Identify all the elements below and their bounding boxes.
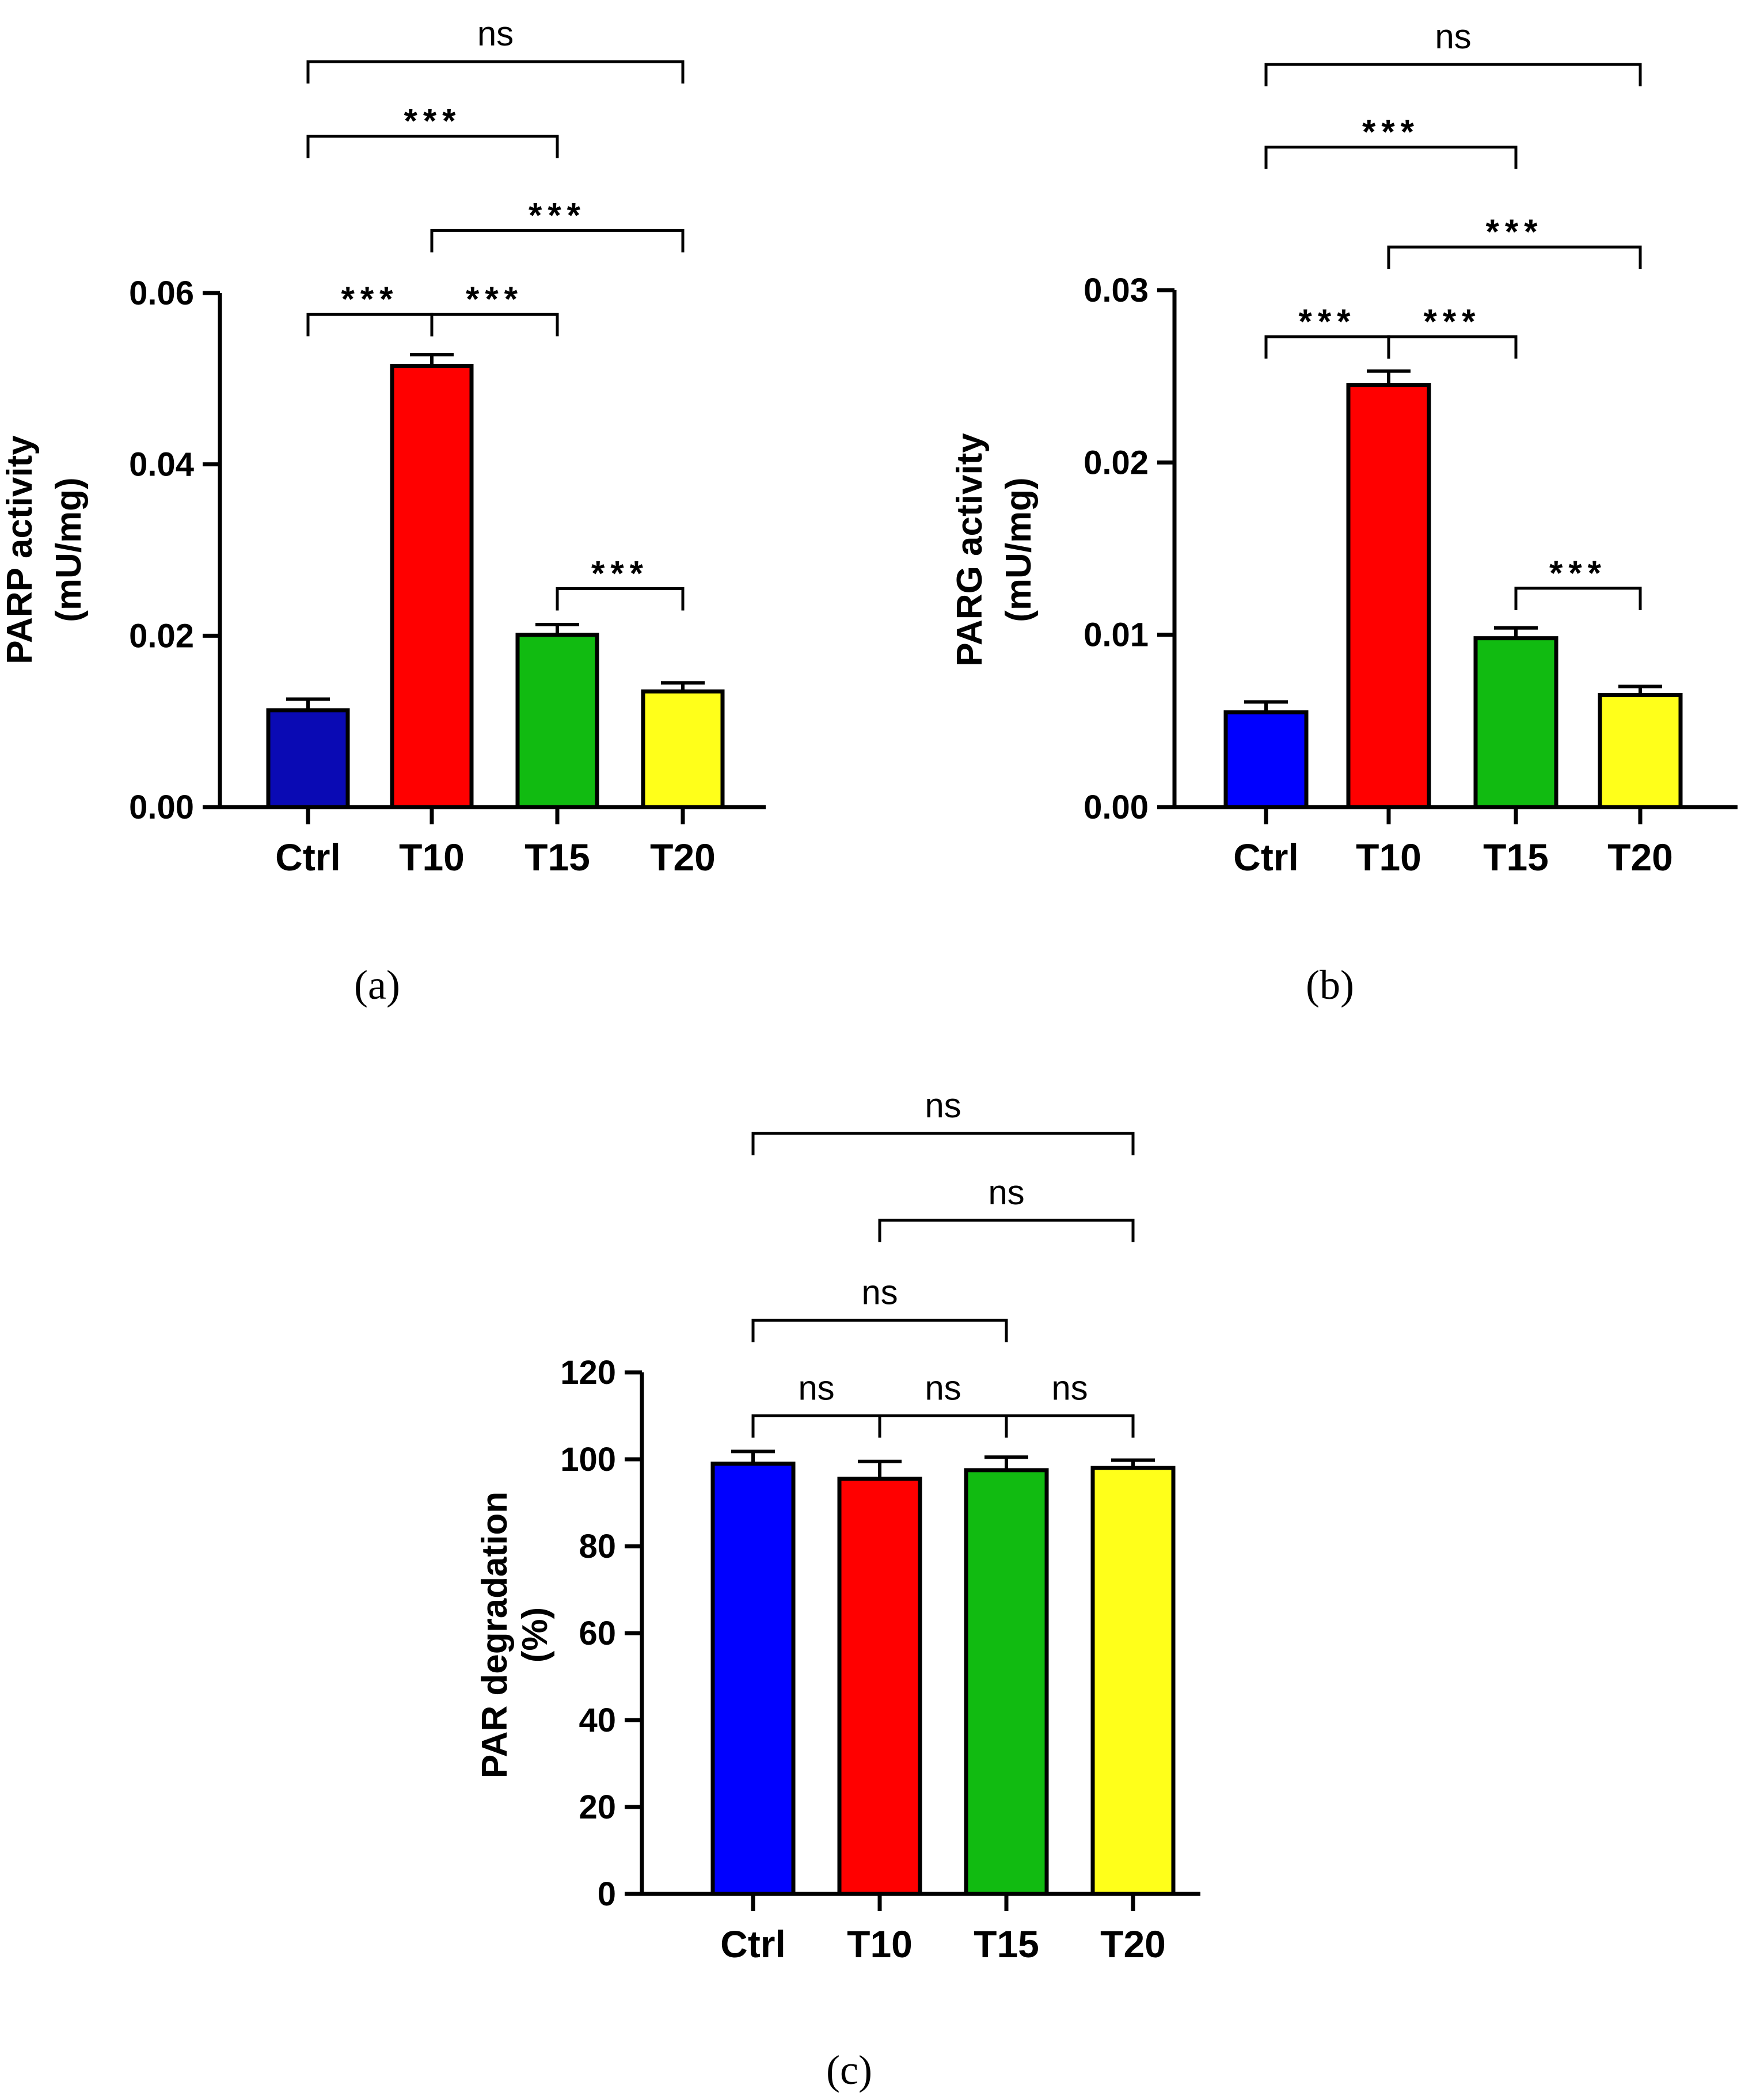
x-tick-label-t15: T15 <box>974 1923 1039 1965</box>
significance-bracket <box>430 313 559 337</box>
x-tick-label-ctrl: Ctrl <box>275 836 341 878</box>
bar-t15 <box>515 633 599 809</box>
y-tick-label: 40 <box>579 1702 616 1739</box>
significance-label: ns <box>1051 1369 1088 1407</box>
panel-label-a: (a) <box>354 962 400 1008</box>
y-tick-label: 80 <box>579 1528 616 1565</box>
significance-label: ns <box>988 1173 1024 1212</box>
significance-bracket <box>1387 335 1518 359</box>
bar-ctrl <box>710 1462 796 1896</box>
panel-label-c: (c) <box>826 2047 872 2093</box>
significance-label: *** <box>1549 554 1607 592</box>
significance-bracket <box>306 135 559 158</box>
y-axis-title: PARG activity <box>950 433 990 667</box>
x-tick-label-t15: T15 <box>524 836 590 878</box>
significance-bracket <box>751 1414 881 1438</box>
chart-parp-activity: 0.00 0.02 0.04 0.06 PARP activity (mU/mg) Ctrl… <box>0 14 766 878</box>
significance-label: *** <box>1298 302 1356 341</box>
significance-label: ns <box>1435 17 1471 56</box>
x-tick-label-ctrl: Ctrl <box>1233 836 1299 878</box>
significance-bracket <box>1264 63 1642 86</box>
significance-label: *** <box>466 280 523 318</box>
significance-label: ns <box>861 1273 898 1311</box>
x-tick-label-t10: T10 <box>1356 836 1421 878</box>
significance-label: *** <box>529 196 586 234</box>
y-tick-label: 0.02 <box>129 617 194 655</box>
bar-ctrl <box>266 708 350 809</box>
significance-label: *** <box>1423 302 1481 341</box>
x-tick-label-t10: T10 <box>847 1923 913 1965</box>
chart-parg-activity: 0.00 0.01 0.02 0.03 PARG activity (mU/mg) Ctrl… <box>950 17 1738 878</box>
x-tick-label-ctrl: Ctrl <box>720 1923 786 1965</box>
x-tick-label-t20: T20 <box>1607 836 1673 878</box>
y-tick-label: 0.00 <box>129 789 194 826</box>
significance-label: *** <box>1362 113 1420 151</box>
y-axis-title: PAR degradation <box>475 1492 515 1778</box>
y-axis-unit: (%) <box>515 1607 555 1663</box>
bar-t10 <box>390 364 474 809</box>
significance-label: ns <box>925 1086 961 1125</box>
significance-label: ns <box>798 1369 834 1407</box>
y-tick-label: 20 <box>579 1789 616 1826</box>
bar-t10 <box>837 1477 922 1896</box>
significance-bracket <box>878 1414 1008 1438</box>
bar-ctrl <box>1223 710 1309 809</box>
y-axis-unit: (mU/mg) <box>49 477 89 622</box>
significance-bracket <box>306 60 685 84</box>
x-tick-label-t20: T20 <box>650 836 716 878</box>
significance-label: ns <box>477 14 514 53</box>
y-tick-label: 120 <box>560 1354 616 1391</box>
x-tick-label-t20: T20 <box>1100 1923 1166 1965</box>
y-tick-label: 0.03 <box>1084 272 1149 309</box>
significance-bracket <box>556 587 685 611</box>
significance-bracket <box>751 1318 1008 1342</box>
significance-bracket <box>1514 587 1642 610</box>
significance-label: *** <box>591 554 649 592</box>
y-axis-unit: (mU/mg) <box>999 477 1039 622</box>
panel-label-b: (b) <box>1306 962 1354 1008</box>
significance-bracket <box>1005 1414 1135 1438</box>
bar-t10 <box>1346 383 1431 809</box>
y-tick-label: 0.06 <box>129 275 194 312</box>
y-tick-label: 0.02 <box>1084 444 1149 481</box>
bar-t15 <box>1473 636 1558 809</box>
significance-label: *** <box>341 280 398 318</box>
significance-bracket <box>878 1219 1135 1242</box>
y-tick-label: 0.04 <box>129 446 194 484</box>
y-tick-label: 60 <box>579 1615 616 1652</box>
bar-t20 <box>1598 693 1683 809</box>
significance-bracket <box>430 229 685 253</box>
x-tick-label-t15: T15 <box>1483 836 1549 878</box>
x-tick-label-t10: T10 <box>399 836 465 878</box>
significance-label: ns <box>925 1369 961 1407</box>
y-tick-label: 0 <box>598 1875 616 1913</box>
y-tick-label: 100 <box>560 1441 616 1478</box>
bar-t20 <box>641 689 725 809</box>
bar-t15 <box>964 1468 1049 1896</box>
significance-bracket <box>1264 146 1518 169</box>
y-axis-title: PARP activity <box>0 435 40 664</box>
bar-t20 <box>1090 1466 1176 1896</box>
significance-label: *** <box>1485 212 1543 251</box>
y-tick-label: 0.00 <box>1084 789 1149 826</box>
significance-bracket <box>751 1132 1135 1155</box>
chart-par-degradation: 0 20 40 60 80 100 120 PAR degradation (%) Ctrl T10… <box>475 1086 1200 1965</box>
significance-bracket <box>1387 245 1642 269</box>
significance-label: *** <box>404 102 461 140</box>
y-tick-label: 0.01 <box>1084 617 1149 654</box>
